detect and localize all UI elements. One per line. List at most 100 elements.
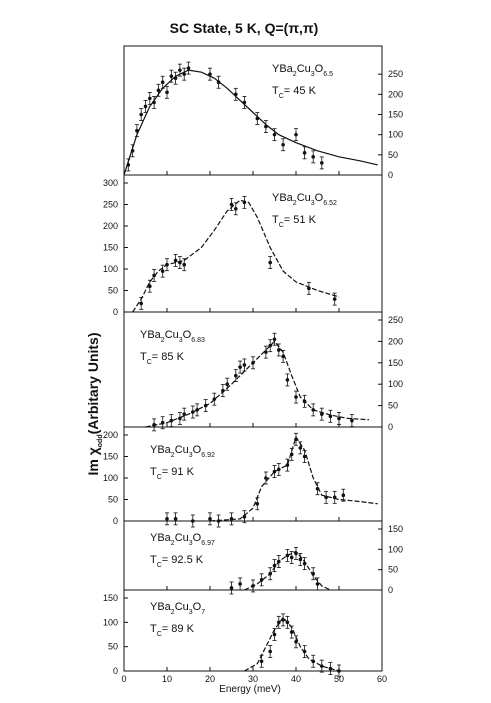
- data-point: [294, 132, 298, 137]
- compound-label: YBa2Cu3O6.97: [150, 532, 215, 547]
- data-point: [289, 630, 294, 634]
- compound-part: 3: [189, 452, 193, 459]
- data-point: [251, 584, 255, 588]
- y-tick-label: 0: [113, 516, 118, 526]
- x-tick-label: 20: [205, 674, 215, 684]
- y-tick-label: 0: [113, 307, 118, 317]
- data-point: [135, 128, 139, 133]
- panel-frame: [123, 174, 383, 313]
- compound-part: 3: [179, 337, 183, 344]
- data-point: [268, 260, 273, 265]
- compound-part: 2: [171, 452, 175, 459]
- chart-title: SC State, 5 K, Q=(π,π): [170, 20, 319, 36]
- compound-part: 3: [189, 540, 193, 547]
- data-point: [259, 578, 264, 582]
- tc-label: TC= 45 K: [272, 85, 317, 100]
- data-point: [255, 502, 260, 506]
- y-tick-label: 150: [103, 243, 118, 253]
- data-point: [208, 72, 212, 76]
- y-tick-label: 250: [103, 200, 118, 210]
- data-point: [152, 100, 156, 105]
- tc-value: = 45 K: [284, 85, 317, 97]
- data-point: [320, 161, 324, 165]
- compound-label: YBa2Cu3O6.5: [272, 63, 333, 78]
- data-point: [315, 486, 320, 491]
- y-tick-label: 300: [103, 178, 118, 188]
- compound-label: YBa2Cu3O6.52: [272, 192, 337, 207]
- data-point: [294, 437, 298, 442]
- data-point: [160, 80, 165, 85]
- data-point: [178, 260, 182, 265]
- data-point: [307, 286, 311, 291]
- y-tick-label: 150: [103, 593, 118, 603]
- compound-label: YBa2Cu3O7: [150, 601, 205, 616]
- data-point: [294, 395, 298, 399]
- data-point: [182, 412, 186, 416]
- compound-part: 2: [293, 200, 297, 207]
- compound-part: 2: [161, 337, 165, 344]
- y-axis-label-subscript: odd: [97, 434, 104, 447]
- data-point: [302, 399, 307, 404]
- data-point: [130, 149, 135, 153]
- data-point: [311, 155, 316, 159]
- data-point: [268, 649, 273, 654]
- data-point: [186, 66, 191, 70]
- x-axis-label: Energy (meV): [219, 684, 281, 695]
- compound-part: 7: [201, 609, 205, 616]
- data-point: [285, 620, 290, 625]
- compound-part: O: [193, 444, 202, 456]
- data-point: [277, 467, 281, 472]
- data-point: [242, 363, 247, 367]
- fit-curve: [244, 616, 340, 672]
- compound-label: YBa2Cu3O6.83: [140, 329, 205, 344]
- y-tick-label: 150: [388, 358, 403, 368]
- compound-label: YBa2Cu3O6.92: [150, 444, 215, 459]
- panel-1: 0 50 100 150 200 250 YBa2Cu3O6.5 TC= 45 K: [123, 45, 403, 180]
- x-tick-label: 0: [121, 674, 126, 684]
- data-point: [337, 416, 341, 421]
- y-tick-label: 0: [388, 170, 393, 180]
- data-point: [152, 273, 156, 278]
- panel-frame: [123, 45, 383, 176]
- data-point: [272, 563, 277, 568]
- compound-part: O: [183, 329, 192, 341]
- tc-value: = 89 K: [162, 623, 195, 635]
- y-tick-label: 150: [388, 524, 403, 534]
- data-point: [341, 493, 346, 498]
- data-point: [302, 151, 307, 155]
- data-point: [139, 112, 143, 117]
- data-point: [182, 72, 186, 76]
- compound-part: Cu: [165, 329, 179, 341]
- data-point: [173, 76, 178, 80]
- data-point: [289, 555, 294, 560]
- tc-label: TC= 89 K: [150, 623, 195, 638]
- compound-part: 2: [293, 71, 297, 78]
- compound-part: 2: [171, 609, 175, 616]
- data-point: [212, 397, 217, 401]
- compound-part: O: [315, 192, 324, 204]
- y-tick-label: 100: [388, 130, 403, 140]
- data-point: [277, 348, 281, 352]
- data-point: [311, 659, 316, 664]
- y-tick-label: 150: [103, 452, 118, 462]
- tc-symbol: T: [150, 554, 157, 566]
- data-point: [332, 297, 337, 301]
- tc-value: = 92.5 K: [162, 554, 204, 566]
- data-point: [294, 640, 298, 644]
- tc-subscript: C: [279, 222, 284, 229]
- data-point: [268, 571, 273, 576]
- tc-subscript: C: [157, 562, 162, 569]
- data-point: [268, 343, 273, 348]
- y-tick-label: 50: [388, 150, 398, 160]
- compound-part: 3: [189, 609, 193, 616]
- tc-subscript: C: [157, 474, 162, 481]
- data-point: [281, 354, 285, 359]
- tc-symbol: T: [272, 214, 279, 226]
- x-tick-label: 50: [334, 674, 344, 684]
- compound-part: 3: [311, 71, 315, 78]
- tc-symbol: T: [140, 351, 147, 363]
- compound-part: YBa: [150, 601, 172, 613]
- data-point: [285, 378, 290, 382]
- data-point: [311, 571, 316, 576]
- compound-part: 6.92: [201, 452, 215, 459]
